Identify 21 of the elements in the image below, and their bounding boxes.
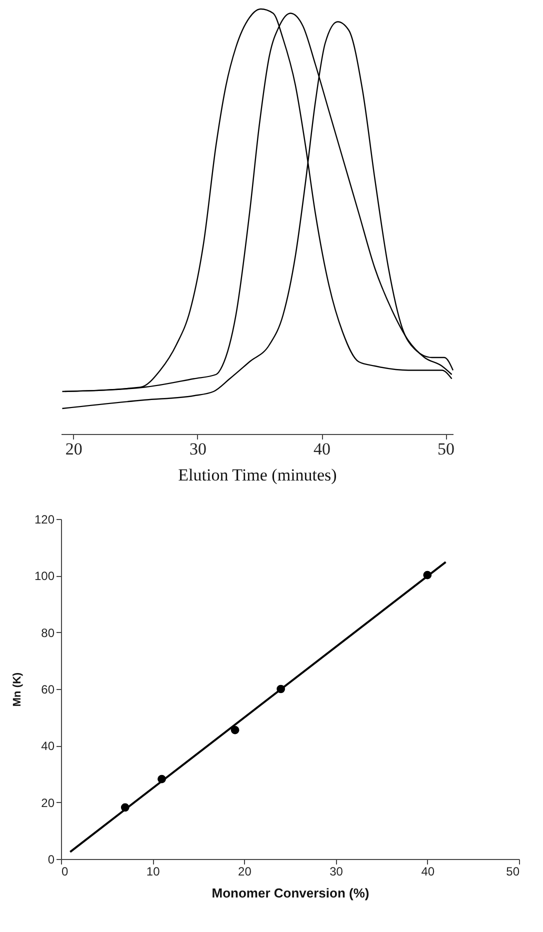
x-tick-label: 50 bbox=[506, 864, 520, 878]
point bbox=[230, 726, 240, 734]
x-tick-label: 20 bbox=[65, 440, 82, 458]
y-tick-label: 100 bbox=[34, 569, 55, 584]
x-tick-label: 40 bbox=[421, 864, 435, 878]
x-tick-label: 50 bbox=[438, 440, 455, 458]
y-tick-label: 80 bbox=[41, 626, 55, 640]
y-tick-label: 60 bbox=[41, 682, 55, 696]
x-tick-label: 20 bbox=[238, 864, 252, 878]
x-tick-label: 40 bbox=[314, 440, 331, 458]
y-tick-label: 120 bbox=[34, 512, 55, 526]
x-axis-title: Monomer Conversion (%) bbox=[212, 886, 370, 900]
x-tick-label: 30 bbox=[189, 440, 206, 458]
y-tick-label: 20 bbox=[41, 796, 55, 810]
x-tick-label: 30 bbox=[330, 864, 344, 878]
x-tick-label: 10 bbox=[146, 864, 160, 878]
x-tick-label: 0 bbox=[62, 864, 68, 878]
x-axis-title: Elution Time (minutes) bbox=[178, 466, 337, 484]
y-tick-label: 0 bbox=[48, 852, 55, 866]
y-axis-title: Mn (K) bbox=[11, 672, 24, 707]
y-tick-label: 40 bbox=[41, 739, 55, 754]
